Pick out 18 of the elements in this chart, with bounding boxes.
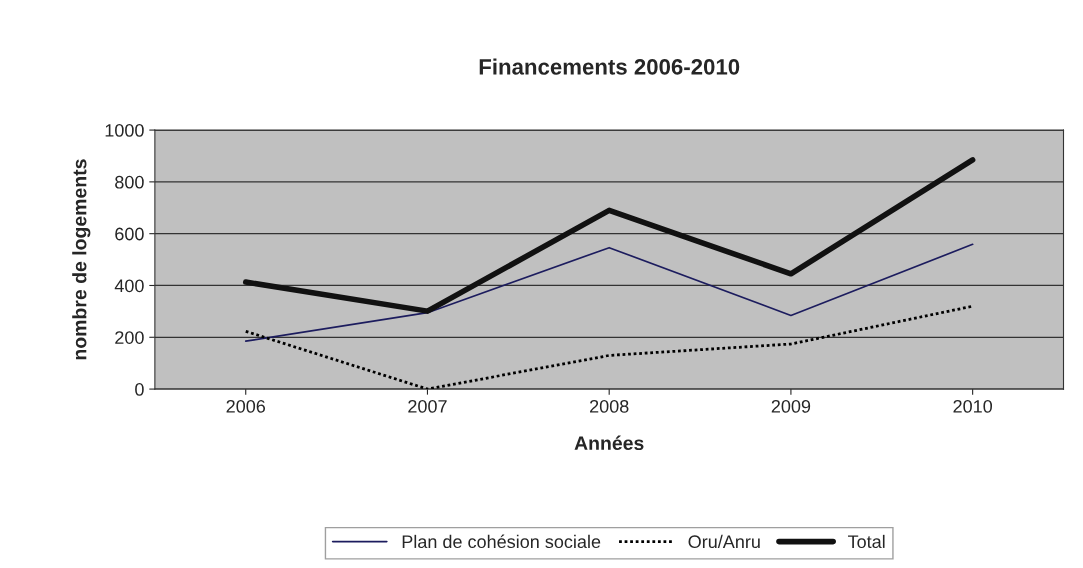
x-tick-label: 2007 <box>408 399 447 413</box>
x-axis-title: Années <box>574 435 644 451</box>
legend-label: Oru/Anru <box>688 534 760 549</box>
x-tick-label: 2010 <box>953 399 993 413</box>
y-tick-label: 200 <box>115 331 144 344</box>
y-tick-label: 0 <box>135 383 144 396</box>
y-axis-title: nombre de logements <box>72 159 91 360</box>
x-tick-label: 2009 <box>771 399 811 413</box>
x-tick-label: 2006 <box>226 399 266 413</box>
y-tick-label: 800 <box>115 175 144 189</box>
x-tick-label: 2008 <box>590 399 629 413</box>
chart-title: Financements 2006-2010 <box>479 58 740 75</box>
y-tick-label: 600 <box>115 227 144 241</box>
legend-label: Plan de cohésion sociale <box>402 534 601 549</box>
line-series <box>244 243 974 342</box>
legend-label: Total <box>847 534 885 549</box>
y-tick-label: 1000 <box>105 124 144 137</box>
y-tick-label: 400 <box>114 279 144 293</box>
